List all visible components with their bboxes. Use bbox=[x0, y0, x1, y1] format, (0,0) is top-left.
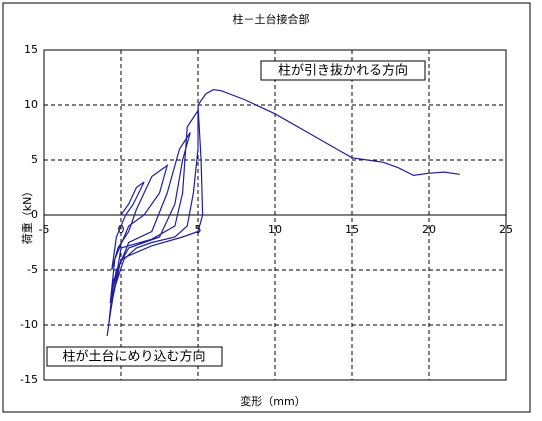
data-line bbox=[106, 88, 460, 337]
y-tick-label: -5 bbox=[27, 263, 38, 276]
y-tick-label: 10 bbox=[24, 98, 38, 111]
y-axis-label: 荷重（kN） bbox=[20, 186, 34, 245]
annotation: 柱が土台にめり込む方向 bbox=[62, 349, 205, 365]
y-tick-label: 0 bbox=[31, 208, 38, 221]
x-tick-label: 15 bbox=[345, 223, 359, 236]
x-tick-label: 10 bbox=[268, 223, 282, 236]
y-tick-label: -10 bbox=[20, 318, 38, 331]
x-tick-label: 20 bbox=[422, 223, 436, 236]
annotation: 柱が引き抜かれる方向 bbox=[278, 63, 408, 79]
x-axis-label: 変形（mm） bbox=[240, 394, 305, 408]
y-tick-label: 5 bbox=[31, 153, 38, 166]
y-tick-label: 15 bbox=[24, 43, 38, 56]
chart-title: 柱－土台接合部 bbox=[233, 12, 310, 26]
annotation-box bbox=[260, 60, 426, 81]
annotation-box bbox=[46, 346, 223, 367]
x-tick-label: 0 bbox=[118, 223, 125, 236]
x-tick-label: -5 bbox=[39, 223, 50, 236]
y-tick-label: -15 bbox=[20, 373, 38, 386]
x-tick-label: 25 bbox=[499, 223, 513, 236]
